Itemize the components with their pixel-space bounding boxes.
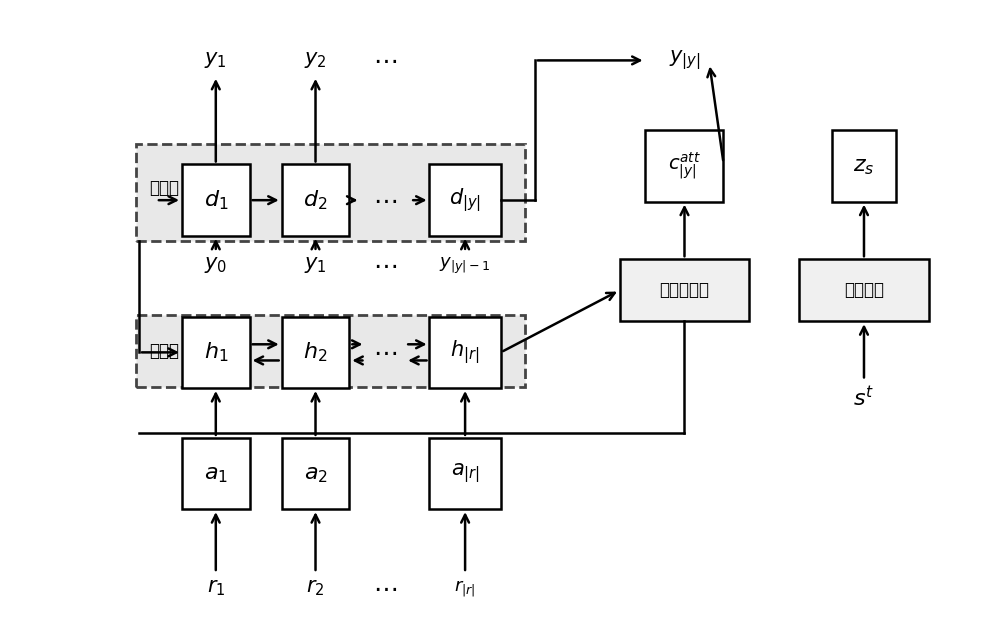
Bar bbox=[429, 316, 501, 388]
Bar bbox=[136, 144, 525, 241]
Text: 解码器: 解码器 bbox=[149, 178, 179, 197]
Bar bbox=[645, 130, 723, 202]
Text: $d_2$: $d_2$ bbox=[303, 188, 328, 212]
Text: $d_1$: $d_1$ bbox=[204, 188, 228, 212]
Text: $y_0$: $y_0$ bbox=[204, 255, 227, 275]
Bar bbox=[182, 316, 250, 388]
Text: $a_{|r|}$: $a_{|r|}$ bbox=[451, 462, 480, 485]
Text: $\cdots$: $\cdots$ bbox=[373, 253, 397, 278]
Bar bbox=[282, 438, 349, 509]
Bar bbox=[182, 438, 250, 509]
Text: $\cdots$: $\cdots$ bbox=[373, 340, 397, 364]
Bar bbox=[136, 315, 525, 386]
Text: 主题编码: 主题编码 bbox=[844, 281, 884, 300]
Bar bbox=[282, 165, 349, 236]
Text: 注意力机制: 注意力机制 bbox=[659, 281, 709, 300]
Text: $y_2$: $y_2$ bbox=[304, 51, 327, 71]
Text: $d_{|y|}$: $d_{|y|}$ bbox=[449, 187, 481, 214]
Bar bbox=[182, 165, 250, 236]
Text: $c_{|y|}^{att}$: $c_{|y|}^{att}$ bbox=[668, 150, 701, 182]
Text: $y_{|y|-1}$: $y_{|y|-1}$ bbox=[439, 255, 491, 276]
Text: $s^t$: $s^t$ bbox=[853, 386, 875, 411]
Text: $z_s$: $z_s$ bbox=[853, 155, 875, 177]
Text: $a_2$: $a_2$ bbox=[304, 462, 327, 484]
Text: $a_1$: $a_1$ bbox=[204, 462, 228, 484]
Text: $\cdots$: $\cdots$ bbox=[373, 49, 397, 72]
Bar bbox=[429, 438, 501, 509]
Text: $r_2$: $r_2$ bbox=[306, 578, 325, 598]
Text: $\cdots$: $\cdots$ bbox=[373, 577, 397, 600]
Text: $r_1$: $r_1$ bbox=[207, 578, 225, 598]
Bar bbox=[282, 316, 349, 388]
Bar bbox=[832, 130, 896, 202]
Text: $h_1$: $h_1$ bbox=[204, 341, 228, 364]
Text: $y_1$: $y_1$ bbox=[204, 51, 227, 71]
Bar bbox=[620, 259, 749, 321]
Text: $\cdots$: $\cdots$ bbox=[373, 188, 397, 212]
Text: 编码器: 编码器 bbox=[149, 341, 179, 359]
Bar bbox=[799, 259, 929, 321]
Text: $y_1$: $y_1$ bbox=[304, 255, 327, 275]
Bar bbox=[429, 165, 501, 236]
Text: $r_{|r|}$: $r_{|r|}$ bbox=[454, 578, 476, 598]
Text: $h_2$: $h_2$ bbox=[303, 341, 328, 364]
Text: $h_{|r|}$: $h_{|r|}$ bbox=[450, 339, 480, 366]
Text: $y_{|y|}$: $y_{|y|}$ bbox=[669, 49, 700, 72]
